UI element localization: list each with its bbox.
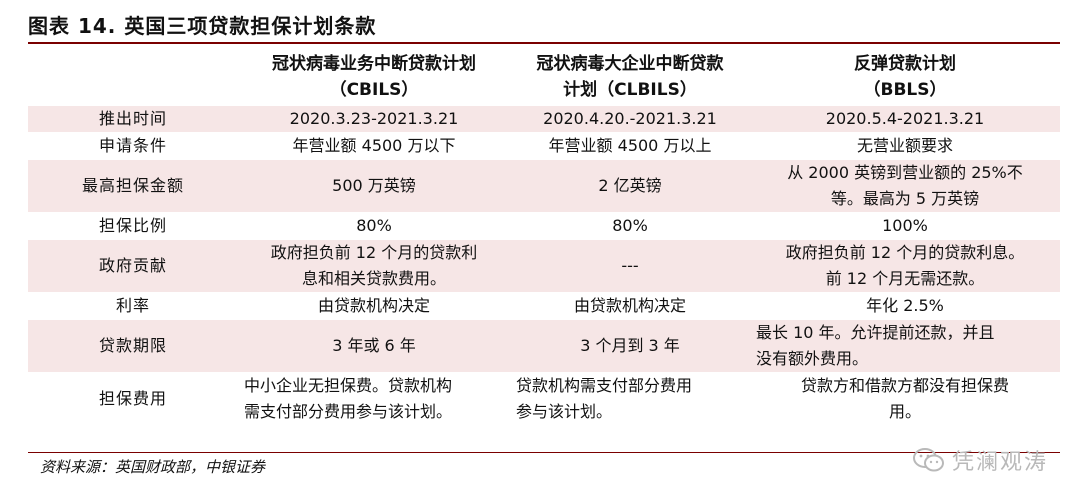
cell-line: 前 12 个月无需还款。 bbox=[825, 269, 985, 288]
cell-line: 500 万英镑 bbox=[332, 176, 416, 195]
cell-c1: 年营业额 4500 万以下 bbox=[238, 132, 510, 160]
header-bbls-line1: 反弹贷款计划 bbox=[854, 54, 956, 74]
cell-c1: 80% bbox=[238, 212, 510, 240]
row-label: 担保费用 bbox=[28, 372, 238, 426]
cell-c2: 年营业额 4500 万以上 bbox=[510, 132, 750, 160]
cell-line: 政府担负前 12 个月的贷款利息。 bbox=[785, 243, 1025, 262]
cell-line: 从 2000 英镑到营业额的 25%不 bbox=[787, 163, 1023, 182]
header-clbils-line2: 计划（CLBILS） bbox=[563, 80, 697, 100]
table-row: 最高担保金额 500 万英镑 2 亿英镑 从 2000 英镑到营业额的 25%不 等。最… bbox=[28, 159, 1060, 213]
cell-c2: 80% bbox=[510, 212, 750, 240]
cell-c1: 中小企业无担保费。贷款机构 需支付部分费用参与该计划。 bbox=[238, 372, 510, 426]
table-row: 利率 由贷款机构决定 由贷款机构决定 年化 2.5% bbox=[28, 292, 1060, 320]
row-label: 利率 bbox=[28, 292, 238, 320]
cell-c1: 2020.3.23-2021.3.21 bbox=[238, 106, 510, 133]
row-label: 贷款期限 bbox=[28, 319, 238, 373]
cell-line: 息和相关贷款费用。 bbox=[301, 269, 446, 288]
cell-line: 2020.4.20.-2021.3.21 bbox=[543, 109, 717, 128]
cell-c2: 3 个月到 3 年 bbox=[510, 319, 750, 373]
row-label: 最高担保金额 bbox=[28, 159, 238, 213]
cell-line: 政府担负前 12 个月的贷款利 bbox=[270, 243, 478, 262]
cell-c1: 由贷款机构决定 bbox=[238, 292, 510, 320]
table-row: 担保比例 80% 80% 100% bbox=[28, 212, 1060, 240]
table-row: 政府贡献 政府担负前 12 个月的贷款利 息和相关贷款费用。 --- 政府担负前 12 … bbox=[28, 239, 1060, 293]
cell-line: 年化 2.5% bbox=[866, 296, 944, 315]
header-bbls-line2: （BBLS） bbox=[863, 80, 947, 100]
cell-line: 由贷款机构决定 bbox=[317, 296, 430, 315]
figure-title: 图表 14. 英国三项贷款担保计划条款 bbox=[28, 14, 377, 38]
cell-line: 没有额外费用。 bbox=[756, 349, 869, 368]
top-rule bbox=[28, 42, 1060, 44]
cell-c3: 100% bbox=[750, 212, 1060, 240]
cell-line: --- bbox=[621, 256, 639, 275]
cell-c3: 从 2000 英镑到营业额的 25%不 等。最高为 5 万英镑 bbox=[750, 159, 1060, 213]
cell-line: 2020.3.23-2021.3.21 bbox=[289, 109, 459, 128]
watermark-text: 凭澜观涛 bbox=[951, 450, 1048, 475]
cell-line: 100% bbox=[882, 216, 928, 235]
wechat-icon bbox=[912, 448, 944, 472]
source-note: 资料来源：英国财政部，中银证券 bbox=[40, 458, 266, 476]
bottom-rule bbox=[28, 452, 1060, 453]
cell-line: 年营业额 4500 万以上 bbox=[548, 136, 712, 155]
header-clbils: 冠状病毒大企业中断贷款 计划（CLBILS） bbox=[510, 48, 750, 106]
cell-line: 年营业额 4500 万以下 bbox=[292, 136, 456, 155]
cell-line: 需支付部分费用参与该计划。 bbox=[244, 402, 453, 421]
cell-c1: 3 年或 6 年 bbox=[238, 319, 510, 373]
row-label: 政府贡献 bbox=[28, 239, 238, 293]
cell-line: 参与该计划。 bbox=[516, 402, 613, 421]
cell-c3: 2020.5.4-2021.3.21 bbox=[750, 106, 1060, 133]
cell-line: 2 亿英镑 bbox=[598, 176, 662, 195]
cell-c2: 由贷款机构决定 bbox=[510, 292, 750, 320]
table-row: 担保费用 中小企业无担保费。贷款机构 需支付部分费用参与该计划。 贷款机构需支付部分费… bbox=[28, 372, 1060, 426]
row-label: 推出时间 bbox=[28, 106, 238, 133]
table-row: 推出时间 2020.3.23-2021.3.21 2020.4.20.-2021.3… bbox=[28, 106, 1060, 133]
header-cbils-line1: 冠状病毒业务中断贷款计划 bbox=[272, 54, 476, 74]
header-empty bbox=[28, 48, 238, 106]
header-cbils-line2: （CBILS） bbox=[329, 80, 419, 100]
cell-c3: 年化 2.5% bbox=[750, 292, 1060, 320]
cell-c1: 500 万英镑 bbox=[238, 159, 510, 213]
cell-line: 2020.5.4-2021.3.21 bbox=[825, 109, 985, 128]
cell-line: 3 年或 6 年 bbox=[332, 336, 416, 355]
header-row: 冠状病毒业务中断贷款计划 （CBILS） 冠状病毒大企业中断贷款 计划（CLBI… bbox=[28, 48, 1060, 106]
table-row: 申请条件 年营业额 4500 万以下 年营业额 4500 万以上 无营业额要求 bbox=[28, 132, 1060, 160]
cell-c1: 政府担负前 12 个月的贷款利 息和相关贷款费用。 bbox=[238, 239, 510, 293]
row-label: 申请条件 bbox=[28, 132, 238, 160]
cell-c2: --- bbox=[510, 239, 750, 293]
cell-c2: 2 亿英镑 bbox=[510, 159, 750, 213]
table-row: 贷款期限 3 年或 6 年 3 个月到 3 年 最长 10 年。允许提前还款，并且 没有… bbox=[28, 319, 1060, 373]
cell-line: 等。最高为 5 万英镑 bbox=[830, 189, 980, 208]
loan-scheme-table: 冠状病毒业务中断贷款计划 （CBILS） 冠状病毒大企业中断贷款 计划（CLBI… bbox=[28, 48, 1060, 426]
cell-c3: 贷款方和借款方都没有担保费 用。 bbox=[750, 372, 1060, 426]
cell-line: 80% bbox=[356, 216, 392, 235]
header-clbils-line1: 冠状病毒大企业中断贷款 bbox=[536, 54, 724, 74]
cell-line: 贷款机构需支付部分费用 bbox=[516, 376, 693, 395]
cell-c2: 2020.4.20.-2021.3.21 bbox=[510, 106, 750, 133]
cell-line: 最长 10 年。允许提前还款，并且 bbox=[756, 323, 995, 342]
cell-line: 用。 bbox=[888, 402, 921, 421]
cell-line: 中小企业无担保费。贷款机构 bbox=[244, 376, 453, 395]
header-bbls: 反弹贷款计划 （BBLS） bbox=[750, 48, 1060, 106]
row-label: 担保比例 bbox=[28, 212, 238, 240]
header-cbils: 冠状病毒业务中断贷款计划 （CBILS） bbox=[238, 48, 510, 106]
cell-line: 3 个月到 3 年 bbox=[580, 336, 680, 355]
cell-line: 无营业额要求 bbox=[856, 136, 953, 155]
cell-line: 80% bbox=[612, 216, 648, 235]
cell-line: 贷款方和借款方都没有担保费 bbox=[800, 376, 1009, 395]
cell-c2: 贷款机构需支付部分费用 参与该计划。 bbox=[510, 372, 750, 426]
cell-c3: 无营业额要求 bbox=[750, 132, 1060, 160]
cell-c3: 最长 10 年。允许提前还款，并且 没有额外费用。 bbox=[750, 319, 1060, 373]
cell-c3: 政府担负前 12 个月的贷款利息。前 12 个月无需还款。 bbox=[750, 239, 1060, 293]
cell-line: 由贷款机构决定 bbox=[573, 296, 686, 315]
watermark: 凭澜观涛 bbox=[912, 444, 1048, 476]
